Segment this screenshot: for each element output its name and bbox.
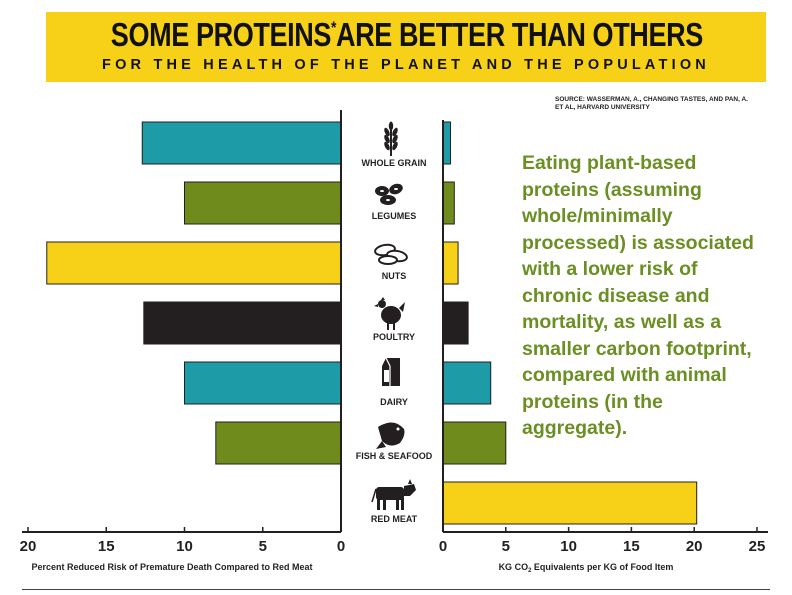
left-bar-poultry	[143, 301, 342, 345]
beans-icon	[375, 183, 403, 205]
category-label: RED MEAT	[371, 514, 418, 524]
cow-icon	[371, 479, 416, 510]
left-tick-label: 20	[20, 538, 37, 555]
chicken-icon	[374, 297, 405, 330]
category-label: POULTRY	[373, 332, 415, 342]
milk-carton-icon	[382, 357, 400, 386]
left-chart	[46, 121, 342, 465]
left-tick-label: 5	[259, 538, 267, 555]
right-tick-label: 15	[623, 538, 640, 555]
right-tick-label: 25	[749, 538, 766, 555]
left-tick-label: 10	[176, 538, 193, 555]
left-axis: 20 15 10 5 0 Percent Reduced Risk of Prematur…	[20, 110, 345, 572]
left-bar-legumes	[184, 181, 342, 225]
right-bar-whole-grain	[442, 121, 452, 165]
category-label: WHOLE GRAIN	[362, 158, 427, 168]
right-tick-label: 10	[560, 538, 577, 555]
left-bar-nuts	[46, 241, 342, 285]
right-bar-dairy	[442, 361, 492, 405]
right-bar-red-meat	[442, 481, 698, 525]
source-note: SOURCE: WASSERMAN, A., CHANGING TASTES, …	[555, 96, 748, 111]
left-tick-label: 15	[98, 538, 115, 555]
page-subtitle: FOR THE HEALTH OF THE PLANET AND THE POP…	[102, 57, 710, 73]
fish-icon	[376, 422, 405, 449]
right-bar-poultry	[442, 301, 469, 345]
right-tick-label: 20	[686, 538, 703, 555]
category-label: DAIRY	[380, 397, 408, 407]
icons	[371, 121, 416, 510]
right-bar-fish-seafood	[442, 421, 507, 465]
nuts-icon	[374, 243, 408, 265]
bottom-divider	[22, 589, 770, 590]
category-label: FISH & SEAFOOD	[356, 451, 433, 461]
title-banner: SOME PROTEINS*ARE BETTER THAN OTHERS FOR…	[46, 12, 766, 82]
wheat-icon	[384, 121, 398, 156]
summary-statement: Eating plant-based proteins (assuming wh…	[522, 152, 754, 439]
left-bar-whole-grain	[141, 121, 342, 165]
right-bar-nuts	[442, 241, 459, 285]
right-tick-label: 0	[439, 538, 447, 555]
category-label: NUTS	[382, 271, 407, 281]
left-bar-fish-seafood	[215, 421, 342, 465]
left-tick-label: 0	[337, 538, 345, 555]
left-axis-label: Percent Reduced Risk of Premature Death …	[31, 562, 312, 572]
left-bar-dairy	[184, 361, 342, 405]
page-title: SOME PROTEINS*ARE BETTER THAN OTHERS	[110, 16, 703, 53]
category-label: LEGUMES	[372, 211, 417, 221]
right-axis-label: KG CO2 Equivalents per KG of Food Item	[499, 562, 674, 574]
center-labels: WHOLE GRAIN LEGUMES NUTS POULTRY DAIRY FISH &…	[356, 158, 433, 524]
right-bar-legumes	[442, 181, 455, 225]
right-tick-label: 5	[502, 538, 510, 555]
right-axis: 0 5 10 15 20 25 KG CO2 Equivalents per KG of F…	[439, 120, 768, 574]
